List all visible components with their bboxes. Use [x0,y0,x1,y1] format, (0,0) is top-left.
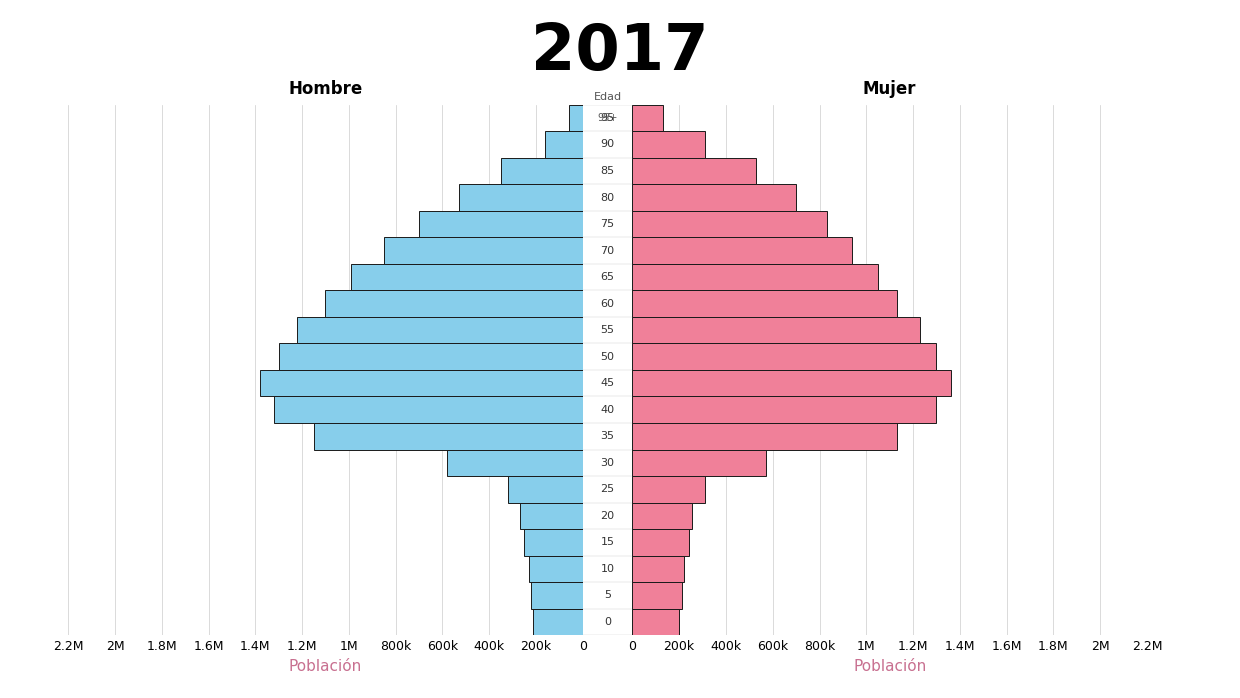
Bar [325,290,583,317]
Bar [632,343,936,370]
Bar [298,317,583,343]
Bar [632,184,796,211]
Bar [525,529,583,556]
Text: 80: 80 [600,193,615,202]
Bar [532,609,583,635]
Text: 45: 45 [600,378,615,388]
Bar [632,582,682,609]
Bar [351,264,583,290]
Bar [279,343,583,370]
Bar [520,503,583,529]
Text: 50: 50 [600,352,615,362]
Text: 20: 20 [600,511,615,521]
Text: 0: 0 [604,617,611,627]
Text: 55: 55 [600,325,615,335]
Bar [501,158,583,184]
Bar [448,450,583,476]
Bar [632,556,684,582]
Bar [632,131,704,158]
Bar [632,476,704,503]
Bar [632,211,827,237]
Bar [632,237,852,264]
Bar [632,317,920,343]
Bar [508,476,583,503]
Bar [632,370,951,396]
X-axis label: Población: Población [289,659,362,674]
Text: Edad: Edad [594,92,621,102]
Bar [632,396,936,423]
Bar [459,184,583,211]
Text: 75: 75 [600,219,615,229]
Text: 25: 25 [600,484,615,494]
Text: 95+: 95+ [598,113,618,123]
Title: Hombre: Hombre [289,80,362,98]
Bar [632,158,756,184]
Bar [384,237,583,264]
Bar [632,503,692,529]
Bar [531,582,583,609]
Bar [632,423,897,450]
Text: 60: 60 [600,299,615,309]
Text: 35: 35 [600,431,615,441]
Text: 15: 15 [600,537,615,547]
Bar [632,529,688,556]
Bar [274,396,583,423]
Text: 90: 90 [600,140,615,149]
Bar [632,264,878,290]
Bar [546,131,583,158]
Bar [260,370,583,396]
Text: 30: 30 [600,458,615,468]
Bar [529,556,583,582]
Text: 65: 65 [600,272,615,282]
Bar [419,211,583,237]
Bar [632,450,766,476]
Bar [569,105,583,131]
Text: 2017: 2017 [531,21,709,83]
Bar [632,609,680,635]
Bar [314,423,583,450]
Text: 5: 5 [604,591,611,600]
Bar [632,290,897,317]
X-axis label: Población: Población [853,659,926,674]
Text: 70: 70 [600,246,615,255]
Title: Mujer: Mujer [863,80,916,98]
Text: 85: 85 [600,166,615,176]
Bar [632,105,663,131]
Text: 95: 95 [600,113,615,123]
Text: 40: 40 [600,405,615,415]
Text: 10: 10 [600,564,615,574]
